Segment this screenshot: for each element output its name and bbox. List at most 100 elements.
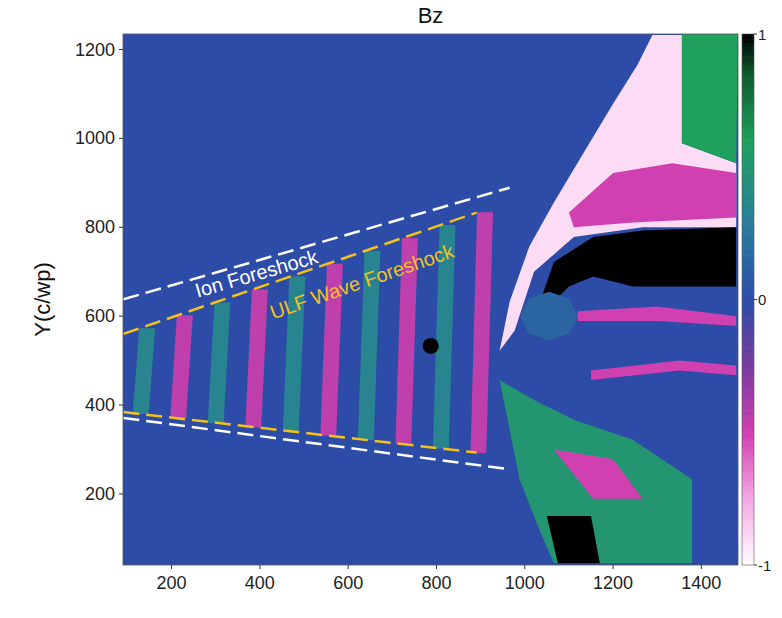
colorbar-cell: [742, 534, 754, 539]
colorbar-cell: [742, 490, 754, 495]
colorbar-cell: [742, 43, 754, 48]
colorbar-tick-label: 1: [758, 26, 766, 43]
x-tick: [436, 565, 437, 569]
colorbar-cell: [742, 167, 754, 172]
colorbar-cell: [742, 238, 754, 243]
colorbar-cell: [742, 295, 754, 300]
colorbar-tick: [754, 34, 757, 35]
colorbar-cell: [742, 229, 754, 234]
field-region: [554, 450, 643, 499]
colorbar-cell: [742, 415, 754, 420]
colorbar-cell: [742, 335, 754, 340]
colorbar-cell: [742, 463, 754, 468]
colorbar-cell: [742, 348, 754, 353]
x-tick-label: 400: [245, 573, 275, 593]
colorbar-cell: [742, 516, 754, 521]
colorbar-cell: [742, 149, 754, 154]
colorbar-cell: [742, 65, 754, 70]
colorbar-cell: [742, 180, 754, 185]
colorbar-cell: [742, 494, 754, 499]
x-tick: [171, 565, 172, 569]
colorbar-cell: [742, 361, 754, 366]
colorbar-cell: [742, 211, 754, 216]
colorbar-cell: [742, 83, 754, 88]
colorbar-cell: [742, 538, 754, 543]
colorbar-cell: [742, 344, 754, 349]
colorbar-cell: [742, 136, 754, 141]
colorbar-cell: [742, 507, 754, 512]
y-tick: [119, 138, 123, 139]
y-axis-title: Y(c/wp): [30, 262, 55, 337]
colorbar-cell: [742, 454, 754, 459]
y-tick: [119, 49, 123, 50]
colorbar-cell: [742, 184, 754, 189]
colorbar-cell: [742, 69, 754, 74]
colorbar-cell: [742, 87, 754, 92]
colorbar-cell: [742, 419, 754, 424]
colorbar-cell: [742, 472, 754, 477]
x-tick: [701, 565, 702, 569]
field-region: [682, 34, 738, 163]
colorbar-cell: [742, 56, 754, 61]
y-tick-label: 1200: [75, 40, 115, 60]
colorbar-cell: [742, 432, 754, 437]
y-tick-label: 400: [85, 395, 115, 415]
colorbar-cell: [742, 503, 754, 508]
colorbar-cell: [742, 446, 754, 451]
colorbar-cell: [742, 202, 754, 207]
marker-point: [423, 338, 439, 354]
colorbar-cell: [742, 485, 754, 490]
colorbar-cell: [742, 189, 754, 194]
boundary-line: [123, 418, 507, 469]
colorbar-cell: [742, 220, 754, 225]
colorbar-cell: [742, 273, 754, 278]
colorbar-cell: [742, 468, 754, 473]
colorbar-cell: [742, 61, 754, 66]
colorbar-cell: [742, 317, 754, 322]
colorbar-cell: [742, 215, 754, 220]
colorbar-cell: [742, 423, 754, 428]
colorbar-cell: [742, 158, 754, 163]
colorbar-cell: [742, 370, 754, 375]
colorbar-cell: [742, 326, 754, 331]
field-background: [123, 34, 738, 565]
colorbar-cell: [742, 286, 754, 291]
colorbar-cell: [742, 308, 754, 313]
y-tick-label: 600: [85, 306, 115, 326]
colorbar-cell: [742, 547, 754, 552]
colorbar-cell: [742, 109, 754, 114]
colorbar-cell: [742, 322, 754, 327]
y-tick: [119, 316, 123, 317]
colorbar-cell: [742, 552, 754, 557]
colorbar-cell: [742, 193, 754, 198]
colorbar-cell: [742, 397, 754, 402]
colorbar-cell: [742, 198, 754, 203]
colorbar-tick: [754, 565, 757, 566]
colorbar-cell: [742, 379, 754, 384]
colorbar-cell: [742, 47, 754, 52]
colorbar-cell: [742, 100, 754, 105]
field-region: [547, 516, 600, 563]
field-region: [520, 292, 577, 341]
colorbar-cell: [742, 171, 754, 176]
colorbar-cell: [742, 339, 754, 344]
colorbar-cell: [742, 114, 754, 119]
colorbar-cell: [742, 525, 754, 530]
colorbar-cell: [742, 313, 754, 318]
colorbar-cell: [742, 543, 754, 548]
colorbar-cell: [742, 118, 754, 123]
x-tick: [259, 565, 260, 569]
colorbar-cell: [742, 477, 754, 482]
x-tick-label: 600: [333, 573, 363, 593]
field-region: [569, 163, 736, 227]
colorbar-cell: [742, 375, 754, 380]
field-region: [591, 361, 736, 381]
colorbar-cell: [742, 74, 754, 79]
colorbar-cell: [742, 392, 754, 397]
colorbar-cell: [742, 366, 754, 371]
y-tick: [119, 493, 123, 494]
colorbar-cell: [742, 282, 754, 287]
colorbar-cell: [742, 353, 754, 358]
colorbar-cell: [742, 437, 754, 442]
field-region: [133, 328, 156, 414]
